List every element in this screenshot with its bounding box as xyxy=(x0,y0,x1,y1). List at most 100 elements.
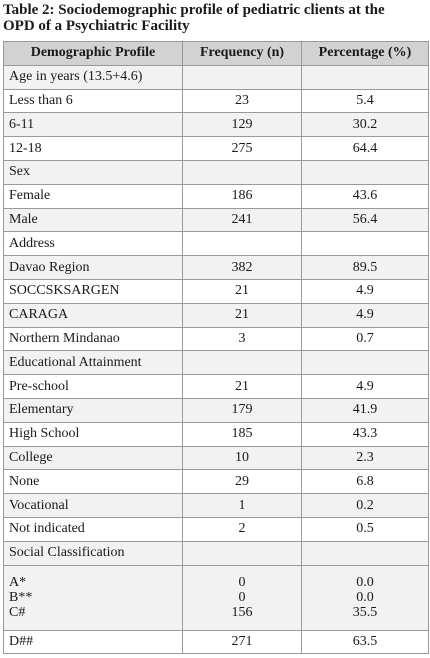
row-frequency: 271 xyxy=(182,629,302,655)
row-label: D## xyxy=(3,629,183,655)
sociodemographic-table: Demographic Profile Frequency (n) Percen… xyxy=(3,41,429,655)
row-frequency xyxy=(182,350,302,376)
row-label: Not indicated xyxy=(3,516,183,542)
row-label: College xyxy=(3,445,183,471)
class-frequency: 0 xyxy=(238,575,246,591)
row-label: Less than 6 xyxy=(3,88,183,114)
row-percentage: 2.3 xyxy=(301,445,429,471)
table-row: Age in years (13.5+4.6) xyxy=(3,64,429,90)
row-frequency: 275 xyxy=(182,136,302,161)
row-percentage: 64.4 xyxy=(301,136,429,161)
row-frequency: 3 xyxy=(182,326,302,352)
row-percentage: 0.5 xyxy=(301,516,429,542)
table-row: Social Classification xyxy=(3,540,429,566)
row-frequency: 21 xyxy=(182,374,302,399)
table-row: Sex xyxy=(3,159,429,185)
table-row: Educational Attainment xyxy=(3,350,429,376)
row-frequency: 186 xyxy=(182,183,302,209)
header-percentage: Percentage (%) xyxy=(301,41,429,66)
row-frequency: 10 xyxy=(182,445,302,471)
table-row: Address xyxy=(3,231,429,257)
title-line-2: OPD of a Psychiatric Facility xyxy=(3,18,190,34)
row-frequency xyxy=(182,64,302,90)
row-label: Elementary xyxy=(3,397,183,423)
header-row: Demographic Profile Frequency (n) Percen… xyxy=(3,41,429,66)
row-frequency xyxy=(182,159,302,185)
row-percentage: 0.0 0.0 35.5 xyxy=(301,564,429,631)
table-row: Female 186 43.6 xyxy=(3,183,429,209)
table-row: CARAGA 21 4.9 xyxy=(3,302,429,328)
table-row: 12-18 275 64.4 xyxy=(3,136,429,161)
row-percentage: 0.2 xyxy=(301,493,429,518)
row-frequency: 241 xyxy=(182,207,302,233)
row-label: CARAGA xyxy=(3,302,183,328)
table-row: Northern Mindanao 3 0.7 xyxy=(3,326,429,352)
class-label: B** xyxy=(9,590,33,606)
row-label: Social Classification xyxy=(3,540,183,566)
table-row: Vocational 1 0.2 xyxy=(3,493,429,518)
row-label: 6-11 xyxy=(3,112,183,138)
row-percentage xyxy=(301,231,429,257)
row-label: Female xyxy=(3,183,183,209)
row-frequency: 129 xyxy=(182,112,302,138)
row-percentage: 0.7 xyxy=(301,326,429,352)
row-percentage: 41.9 xyxy=(301,397,429,423)
header-demographic-profile: Demographic Profile xyxy=(3,41,183,66)
row-label: Address xyxy=(3,231,183,257)
row-label: None xyxy=(3,469,183,495)
class-percentage: 0.0 xyxy=(356,590,374,606)
row-percentage: 63.5 xyxy=(301,629,429,655)
row-label: Educational Attainment xyxy=(3,350,183,376)
row-percentage: 43.6 xyxy=(301,183,429,209)
row-frequency: 179 xyxy=(182,397,302,423)
class-percentage: 0.0 xyxy=(356,575,374,591)
row-label: Pre-school xyxy=(3,374,183,399)
table-row-social-classes: A* B** C# 0 0 156 0.0 0.0 35.5 xyxy=(3,564,429,631)
table-row: SOCCSKSARGEN 21 4.9 xyxy=(3,278,429,304)
table-row: Less than 6 23 5.4 xyxy=(3,88,429,114)
row-label: 12-18 xyxy=(3,136,183,161)
row-frequency xyxy=(182,231,302,257)
row-frequency: 1 xyxy=(182,493,302,518)
row-label: Northern Mindanao xyxy=(3,326,183,352)
row-percentage: 56.4 xyxy=(301,207,429,233)
table-row: 6-11 129 30.2 xyxy=(3,112,429,138)
row-frequency: 23 xyxy=(182,88,302,114)
table-row: Male 241 56.4 xyxy=(3,207,429,233)
table-row: High School 185 43.3 xyxy=(3,421,429,447)
table-row: None 29 6.8 xyxy=(3,469,429,495)
table-title: Table 2: Sociodemographic profile of ped… xyxy=(3,2,427,34)
row-label: Davao Region xyxy=(3,255,183,280)
class-percentage: 35.5 xyxy=(352,605,378,621)
row-frequency: 382 xyxy=(182,255,302,280)
row-percentage: 4.9 xyxy=(301,278,429,304)
row-frequency: 0 0 156 xyxy=(182,564,302,631)
table-body: Age in years (13.5+4.6) Less than 6 23 5.4 6… xyxy=(3,64,429,655)
class-label: C# xyxy=(9,605,26,621)
header-frequency: Frequency (n) xyxy=(182,41,302,66)
row-label: A* B** C# xyxy=(3,564,183,631)
table-row: Davao Region 382 89.5 xyxy=(3,255,429,280)
class-frequency: 156 xyxy=(231,605,253,621)
class-label: A* xyxy=(9,575,27,591)
title-line-1: Table 2: Sociodemographic profile of ped… xyxy=(3,2,385,18)
row-frequency: 185 xyxy=(182,421,302,447)
table-row: Elementary 179 41.9 xyxy=(3,397,429,423)
row-label: Vocational xyxy=(3,493,183,518)
table-row: D## 271 63.5 xyxy=(3,629,429,655)
row-label: High School xyxy=(3,421,183,447)
row-label: Age in years (13.5+4.6) xyxy=(3,64,183,90)
row-label: Male xyxy=(3,207,183,233)
row-percentage xyxy=(301,540,429,566)
row-percentage: 43.3 xyxy=(301,421,429,447)
row-frequency: 21 xyxy=(182,302,302,328)
table-row: College 10 2.3 xyxy=(3,445,429,471)
class-frequency: 0 xyxy=(238,590,246,606)
row-percentage: 5.4 xyxy=(301,88,429,114)
row-percentage xyxy=(301,350,429,376)
row-frequency: 21 xyxy=(182,278,302,304)
row-label: SOCCSKSARGEN xyxy=(3,278,183,304)
table-row: Not indicated 2 0.5 xyxy=(3,516,429,542)
row-frequency: 2 xyxy=(182,516,302,542)
row-percentage xyxy=(301,159,429,185)
